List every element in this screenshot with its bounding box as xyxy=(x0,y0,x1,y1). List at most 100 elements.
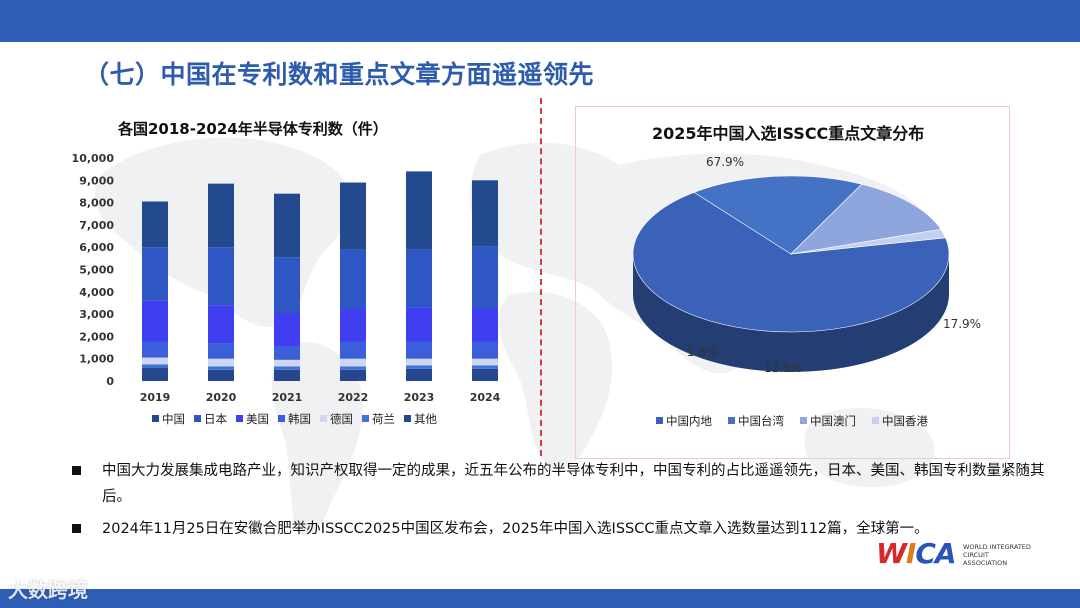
bar-segment-德国 xyxy=(208,358,234,367)
bar-segment-韩国 xyxy=(208,343,234,359)
legend-label: 中国内地 xyxy=(666,414,712,428)
logo-letter: C xyxy=(915,537,936,570)
legend-label: 德国 xyxy=(330,412,353,426)
x-tick-label: 2021 xyxy=(272,391,303,404)
legend-swatch xyxy=(656,417,663,424)
pie-data-label: 1.8% xyxy=(687,345,718,359)
legend-label: 中国台湾 xyxy=(738,414,784,428)
pie-side-中国内地 xyxy=(633,254,949,372)
pie-data-label: 17.9% xyxy=(943,317,981,331)
legend-swatch xyxy=(872,417,879,424)
bar-segment-美国 xyxy=(340,308,366,342)
page-title: （七）中国在专利数和重点文章方面遥遥领先 xyxy=(84,60,595,89)
bar-segment-其他 xyxy=(340,369,366,381)
y-tick-label: 5,000 xyxy=(79,264,114,277)
bar-segment-德国 xyxy=(472,358,498,366)
pie-slice-中国香港 xyxy=(790,228,946,255)
legend-label: 中国澳门 xyxy=(810,414,856,428)
bullet-square-icon xyxy=(72,524,81,533)
bar-segment-日本 xyxy=(472,246,498,309)
bar-segment-韩国 xyxy=(142,341,168,358)
bar-segment-荷兰 xyxy=(208,366,234,370)
y-tick-label: 6,000 xyxy=(79,241,114,254)
bullet-text: 2024年11月25日在安徽合肥举办ISSCC2025中国区发布会，2025年中… xyxy=(102,521,929,537)
pie-data-label: 12.5% xyxy=(764,361,802,375)
wica-logo: WICA xyxy=(876,537,957,570)
bar-segment-美国 xyxy=(406,307,432,342)
bar-segment-中国 xyxy=(340,182,366,250)
x-tick-label: 2019 xyxy=(140,391,171,404)
bar-segment-荷兰 xyxy=(340,366,366,370)
bar-segment-日本 xyxy=(406,249,432,308)
bar-segment-日本 xyxy=(340,249,366,309)
pie-data-label: 67.9% xyxy=(706,155,744,169)
x-tick-label: 2023 xyxy=(404,391,435,404)
bar-segment-日本 xyxy=(274,257,300,313)
legend-label: 中国 xyxy=(162,412,185,426)
bullet-text: 中国大力发展集成电路产业，知识产权取得一定的成果，近五年公布的半导体专利中，中国… xyxy=(102,463,1045,505)
bar-segment-中国 xyxy=(208,183,234,248)
legend-swatch xyxy=(404,415,411,422)
y-tick-label: 7,000 xyxy=(79,219,114,232)
y-tick-label: 10,000 xyxy=(72,152,115,165)
logo-letter: W xyxy=(876,537,907,570)
legend-label: 美国 xyxy=(246,412,269,426)
bar-segment-中国 xyxy=(274,193,300,258)
bar-segment-其他 xyxy=(142,367,168,381)
bar-segment-中国 xyxy=(472,180,498,247)
legend-swatch xyxy=(152,415,159,422)
bar-segment-其他 xyxy=(274,369,300,381)
legend-swatch xyxy=(320,415,327,422)
x-tick-label: 2024 xyxy=(470,391,501,404)
pie-slice-中国台湾 xyxy=(693,175,863,255)
bar-segment-荷兰 xyxy=(472,365,498,369)
pie-chart-title: 2025年中国入选ISSCC重点文章分布 xyxy=(652,124,925,143)
pie-slice-中国澳门 xyxy=(790,183,942,255)
y-tick-label: 3,000 xyxy=(79,308,114,321)
y-tick-label: 9,000 xyxy=(79,174,114,187)
bar-chart-title: 各国2018-2024年半导体专利数（件） xyxy=(118,120,388,138)
bar-segment-日本 xyxy=(142,247,168,301)
bar-segment-日本 xyxy=(208,247,234,306)
y-tick-label: 1,000 xyxy=(79,353,114,366)
bar-chart: 0 1,000 2,000 3,000 4,000 5,000 6,000 7,000 8,00… xyxy=(72,152,501,426)
bar-segment-美国 xyxy=(142,300,168,342)
logo-letter: I xyxy=(905,537,916,570)
x-tick-label: 2022 xyxy=(338,391,369,404)
legend-swatch xyxy=(728,417,735,424)
legend-label: 荷兰 xyxy=(372,412,395,426)
bar-segment-其他 xyxy=(406,368,432,381)
bar-segment-韩国 xyxy=(340,341,366,359)
section-divider xyxy=(540,98,542,456)
y-tick-label: 4,000 xyxy=(79,286,114,299)
bar-segment-中国 xyxy=(406,171,432,250)
bar-segment-德国 xyxy=(274,359,300,367)
bullet-item: 中国大力发展集成电路产业，知识产权取得一定的成果，近五年公布的半导体专利中，中国… xyxy=(70,458,1050,510)
legend-swatch xyxy=(236,415,243,422)
bar-segment-其他 xyxy=(472,368,498,381)
legend-swatch xyxy=(800,417,807,424)
bar-segment-美国 xyxy=(472,308,498,342)
bar-segment-荷兰 xyxy=(142,364,168,368)
bullet-item: 2024年11月25日在安徽合肥举办ISSCC2025中国区发布会，2025年中… xyxy=(70,516,1050,542)
bar-segment-德国 xyxy=(340,358,366,367)
bar-segment-美国 xyxy=(274,312,300,347)
top-band xyxy=(0,0,1080,42)
bar-segment-德国 xyxy=(142,357,168,365)
bar-segment-中国 xyxy=(142,201,168,248)
pie-chart-frame xyxy=(575,106,1010,459)
logo-subtitle: WORLD INTEGRATED CIRCUIT ASSOCIATION xyxy=(963,543,1031,567)
legend-swatch xyxy=(278,415,285,422)
bar-segment-其他 xyxy=(208,369,234,381)
bar-segment-荷兰 xyxy=(406,365,432,369)
x-tick-label: 2020 xyxy=(206,391,237,404)
legend-swatch xyxy=(194,415,201,422)
legend-swatch xyxy=(362,415,369,422)
y-tick-label: 0 xyxy=(106,375,114,388)
pie-chart: 67.9% 17.9% 12.5% 1.8% 中国内地 中国台湾 中国澳门 中国香港 xyxy=(632,155,981,428)
pie-slice-中国内地 xyxy=(632,192,950,333)
bar-segment-荷兰 xyxy=(274,366,300,370)
bottom-band xyxy=(0,589,1080,608)
bar-segment-韩国 xyxy=(472,341,498,359)
bullet-square-icon xyxy=(72,466,81,475)
